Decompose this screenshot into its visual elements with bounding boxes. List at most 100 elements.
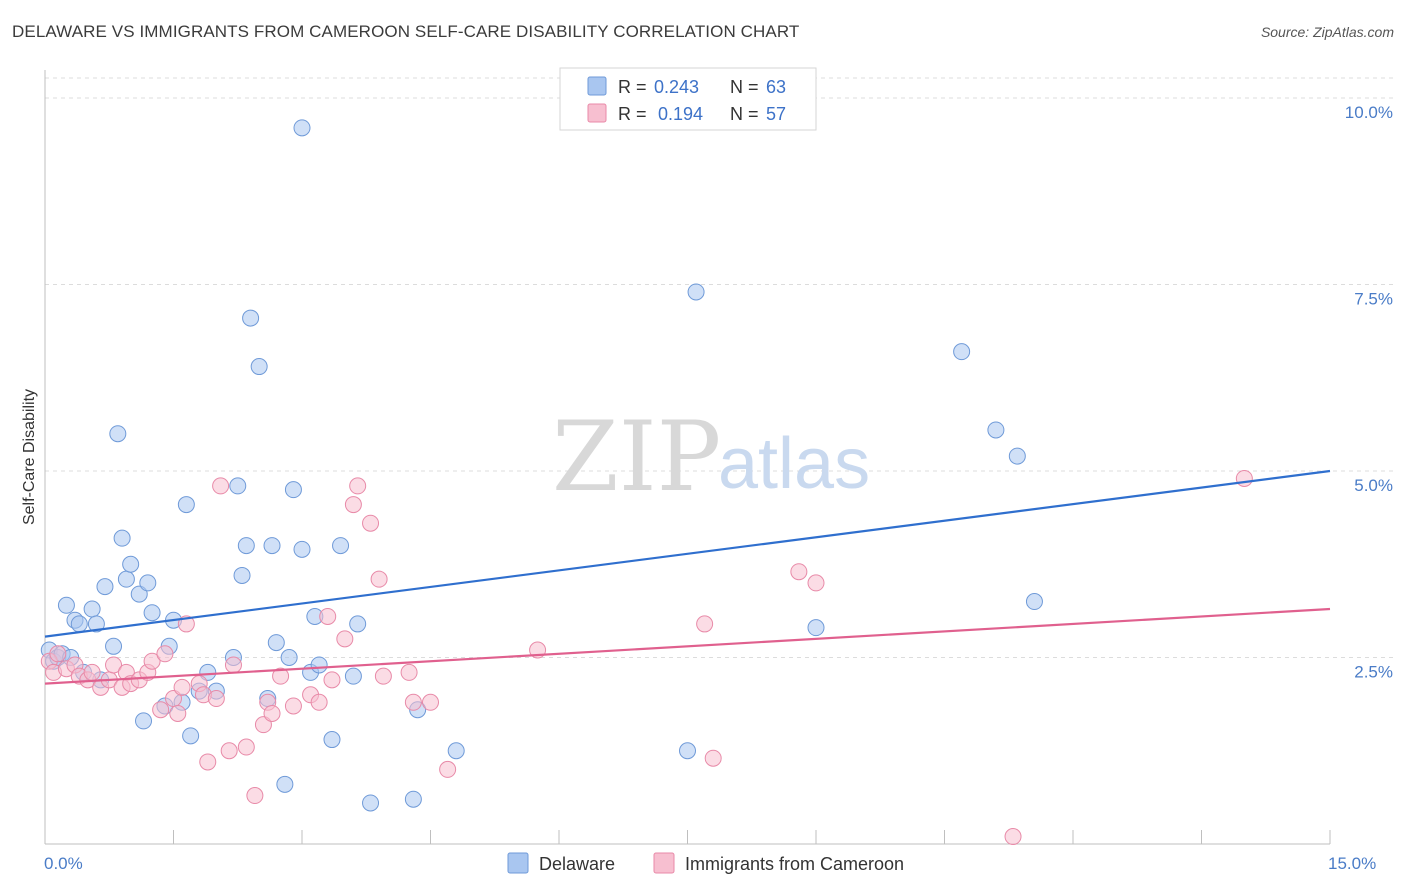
cameroon-point bbox=[310, 693, 328, 711]
delaware-point bbox=[233, 566, 251, 584]
cameroon-point bbox=[224, 656, 242, 674]
delaware-point bbox=[293, 119, 311, 137]
cameroon-point bbox=[143, 652, 161, 670]
delaware-point bbox=[242, 309, 260, 327]
watermark-zip: ZIP bbox=[552, 401, 721, 513]
cameroon-point bbox=[704, 749, 722, 767]
legend-n-label-delaware: N = bbox=[730, 77, 759, 97]
delaware-point bbox=[323, 731, 341, 749]
cameroon-point bbox=[807, 574, 825, 592]
delaware-trend-line bbox=[44, 469, 1331, 638]
trend-lines bbox=[44, 469, 1331, 685]
cameroon-point bbox=[790, 563, 808, 581]
series-cameroon-points bbox=[40, 469, 1253, 846]
cameroon-trend-line bbox=[44, 607, 1331, 685]
cameroon-point bbox=[400, 663, 418, 681]
delaware-point bbox=[807, 619, 825, 637]
delaware-point bbox=[117, 570, 135, 588]
delaware-point bbox=[199, 663, 217, 681]
cameroon-point bbox=[336, 630, 354, 648]
delaware-point bbox=[177, 496, 195, 514]
y-tick-label-1: 5.0% bbox=[1354, 476, 1393, 495]
x-tick-label-min: 0.0% bbox=[44, 854, 83, 873]
cameroon-point bbox=[374, 667, 392, 685]
delaware-point bbox=[987, 421, 1005, 439]
cameroon-point bbox=[199, 753, 217, 771]
y-axis-label: Self-Care Disability bbox=[21, 389, 38, 525]
delaware-point bbox=[83, 600, 101, 618]
chart-title: DELAWARE VS IMMIGRANTS FROM CAMEROON SEL… bbox=[12, 22, 800, 41]
delaware-point bbox=[237, 537, 255, 555]
cameroon-point bbox=[404, 693, 422, 711]
cameroon-point bbox=[344, 496, 362, 514]
delaware-point bbox=[113, 529, 131, 547]
delaware-point bbox=[87, 615, 105, 633]
legend-n-label-cameroon: N = bbox=[730, 104, 759, 124]
delaware-point bbox=[263, 537, 281, 555]
delaware-point bbox=[57, 596, 75, 614]
cameroon-point bbox=[422, 693, 439, 711]
y-tick-label-0: 2.5% bbox=[1354, 663, 1393, 682]
bottom-legend-label-delaware: Delaware bbox=[539, 854, 615, 874]
legend-r-label-cameroon: R = bbox=[618, 104, 647, 124]
delaware-point bbox=[1025, 593, 1043, 611]
delaware-point bbox=[276, 775, 294, 793]
delaware-point bbox=[679, 742, 696, 760]
cameroon-point bbox=[220, 742, 238, 760]
delaware-point bbox=[280, 649, 298, 666]
bottom-legend-label-cameroon: Immigrants from Cameroon bbox=[685, 854, 904, 874]
y-tick-label-3: 10.0% bbox=[1345, 103, 1393, 122]
delaware-point bbox=[344, 667, 362, 685]
source-label: Source: ZipAtlas.com bbox=[1260, 24, 1394, 40]
legend-r-value-delaware: 0.243 bbox=[654, 77, 699, 97]
cameroon-point bbox=[105, 656, 123, 674]
cameroon-point bbox=[696, 615, 714, 633]
cameroon-point bbox=[156, 645, 174, 663]
cameroon-point bbox=[263, 704, 281, 722]
cameroon-point bbox=[246, 787, 264, 805]
legend-n-value-cameroon: 57 bbox=[766, 104, 786, 124]
cameroon-point bbox=[83, 663, 101, 681]
cameroon-point bbox=[49, 645, 67, 663]
delaware-point bbox=[109, 425, 127, 443]
legend-box: R = 0.243 N = 63 R = 0.194 N = 57 bbox=[559, 67, 817, 131]
x-tick-label-max: 15.0% bbox=[1328, 854, 1376, 873]
cameroon-point bbox=[323, 671, 341, 689]
cameroon-point bbox=[212, 477, 230, 495]
delaware-point bbox=[250, 358, 268, 376]
delaware-point bbox=[70, 615, 88, 633]
legend-swatch-delaware bbox=[587, 76, 607, 96]
bottom-legend-swatch-delaware bbox=[507, 852, 529, 874]
delaware-point bbox=[349, 615, 367, 633]
delaware-point bbox=[143, 604, 161, 622]
delaware-point bbox=[267, 634, 285, 652]
cameroon-point bbox=[272, 667, 290, 685]
cameroon-point bbox=[362, 514, 380, 532]
cameroon-point bbox=[319, 607, 337, 625]
bottom-legend-swatch-cameroon bbox=[653, 852, 675, 874]
delaware-point bbox=[182, 727, 200, 745]
series-delaware-points bbox=[40, 119, 1043, 812]
cameroon-point bbox=[173, 678, 191, 696]
delaware-point bbox=[122, 555, 140, 573]
delaware-point bbox=[229, 477, 247, 495]
cameroon-point bbox=[349, 477, 367, 495]
cameroon-point bbox=[1235, 469, 1253, 487]
cameroon-point bbox=[169, 704, 187, 722]
y-tick-label-2: 7.5% bbox=[1354, 290, 1393, 309]
delaware-point bbox=[139, 574, 157, 592]
delaware-point bbox=[105, 637, 123, 655]
y-tick-labels: 2.5% 5.0% 7.5% 10.0% bbox=[1345, 103, 1393, 682]
cameroon-point bbox=[254, 716, 272, 734]
cameroon-point bbox=[237, 738, 255, 756]
watermark: ZIP atlas bbox=[552, 401, 870, 513]
watermark-atlas: atlas bbox=[718, 424, 870, 504]
delaware-point bbox=[310, 656, 328, 674]
delaware-point bbox=[284, 481, 302, 499]
cameroon-point bbox=[1004, 828, 1022, 846]
cameroon-point bbox=[284, 697, 302, 715]
delaware-point bbox=[332, 537, 350, 555]
delaware-point bbox=[293, 540, 311, 558]
cameroon-point bbox=[370, 570, 388, 588]
